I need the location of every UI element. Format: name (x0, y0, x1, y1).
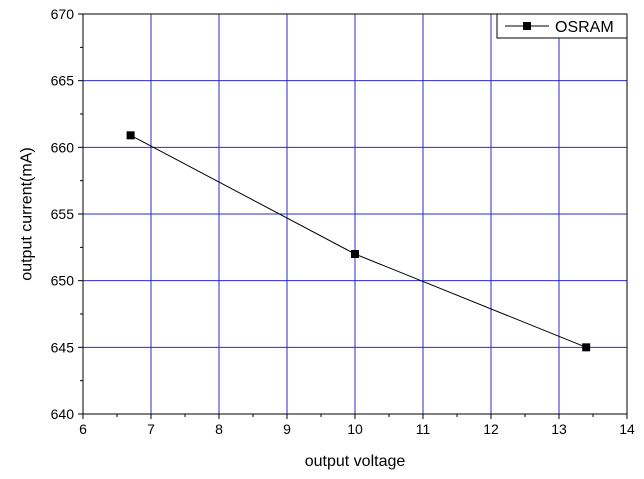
y-tick-label: 660 (51, 139, 75, 155)
legend-label: OSRAM (555, 19, 614, 36)
y-tick-label: 640 (51, 406, 75, 422)
y-tick-label: 655 (51, 206, 75, 222)
y-axis-title: output current(mA) (19, 147, 36, 280)
y-tick-label: 670 (51, 6, 75, 22)
x-tick-label: 9 (283, 421, 291, 437)
series-layer (126, 131, 591, 352)
x-tick-label: 12 (483, 421, 499, 437)
grid-lines (83, 14, 627, 414)
x-tick-label: 11 (416, 421, 431, 437)
data-point (126, 131, 135, 140)
data-point (582, 343, 591, 352)
y-tick-label: 650 (51, 273, 75, 289)
axes: 6 7 8 9 10 11 12 13 14 640 645 650 655 660 665 670 (51, 6, 635, 437)
x-tick-label: 6 (79, 421, 87, 437)
x-axis-title: output voltage (305, 453, 406, 470)
y-tick-label: 645 (51, 339, 75, 355)
x-tick-label: 14 (619, 421, 635, 437)
y-tick-label: 665 (51, 73, 75, 89)
x-tick-label: 10 (347, 421, 363, 437)
series-line (130, 134, 587, 348)
x-tick-label: 8 (215, 421, 223, 437)
legend: OSRAM (496, 13, 628, 39)
data-point (351, 250, 359, 258)
x-tick-label: 13 (551, 421, 567, 437)
x-tick-label: 7 (147, 421, 155, 437)
legend-marker (523, 22, 531, 30)
